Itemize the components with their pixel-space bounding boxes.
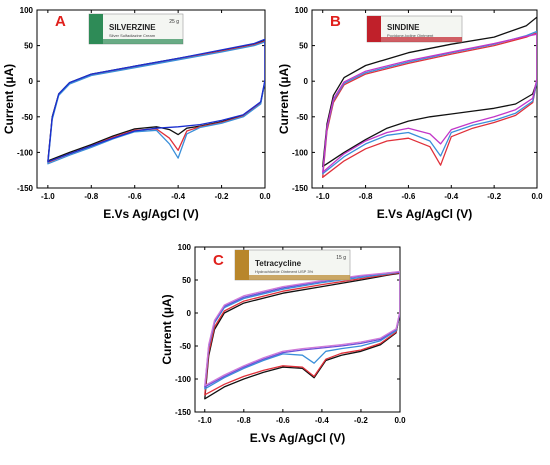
x-tick-label: -0.4 (444, 192, 458, 201)
x-axis-title: E.Vs Ag/AgCl (V) (103, 207, 199, 221)
x-axis-title: E.Vs Ag/AgCl (V) (250, 431, 346, 445)
chart-panel-b: -150 -100 -50 0 50 100 -1.0 -0.8 -0.6 -0.4 -0.2 0.0… (277, 6, 543, 221)
x-tick-label: -1.0 (198, 416, 212, 425)
product-name: SINDINE (387, 23, 420, 32)
x-tick-label: -0.2 (215, 192, 229, 201)
cv-curve-3 (204, 271, 400, 390)
y-tick-label: -50 (21, 113, 33, 122)
chart-panel-a: -150 -100 -50 0 50 100 -1.0 -0.8 -0.6 -0.4 -0.2 0.0… (2, 6, 271, 221)
x-axis-title: E.Vs Ag/AgCl (V) (377, 207, 473, 221)
cv-curve-3 (47, 41, 265, 165)
y-tick-label: 0 (29, 77, 34, 86)
y-tick-label: 0 (187, 309, 192, 318)
x-tick-label: -0.6 (402, 192, 416, 201)
cv-curve-2 (204, 272, 400, 396)
cv-curve-4 (47, 38, 265, 163)
product-name: Tetracycline (255, 259, 302, 268)
y-tick-label: -150 (292, 184, 309, 193)
x-tick-label: -0.4 (171, 192, 185, 201)
cv-curve-2 (47, 40, 265, 164)
y-tick-label: -50 (296, 113, 308, 122)
x-tick-label: -0.4 (315, 416, 329, 425)
cv-curve-3 (322, 30, 537, 175)
y-tick-label: -100 (17, 148, 34, 157)
y-tick-label: -50 (179, 342, 191, 351)
y-tick-label: 50 (24, 42, 33, 51)
series-group (322, 16, 537, 178)
plot-frame (36, 9, 266, 189)
y-tick-label: 100 (20, 6, 34, 15)
y-axis-title: Current (µA) (277, 64, 291, 134)
product-badge: 15 g (336, 255, 346, 261)
y-tick-label: -150 (17, 184, 34, 193)
cv-curve-2 (322, 32, 537, 178)
y-axis-title: Current (µA) (160, 294, 174, 364)
product-name: SILVERZINE (109, 23, 156, 32)
cv-curve-5 (204, 270, 400, 387)
x-tick-label: -0.8 (359, 192, 373, 201)
series-group (204, 270, 400, 400)
x-tick-label: 0.0 (531, 192, 543, 201)
plot-frame (311, 9, 538, 189)
y-tick-label: 0 (304, 77, 309, 86)
panel-letter: C (213, 252, 224, 269)
x-tick-label: 0.0 (259, 192, 271, 201)
x-tick-label: -0.6 (128, 192, 142, 201)
chart-panel-c: -150 -100 -50 0 50 100 -1.0 -0.8 -0.6 -0.4 -0.2 0.0… (160, 243, 406, 445)
x-tick-label: -0.6 (276, 416, 290, 425)
x-tick-label: -0.8 (237, 416, 251, 425)
y-tick-label: 50 (299, 42, 308, 51)
x-tick-label: -0.8 (84, 192, 98, 201)
y-tick-label: 100 (178, 243, 192, 252)
cv-curve-1 (47, 39, 265, 162)
y-tick-label: -100 (175, 375, 192, 384)
x-tick-label: -0.2 (487, 192, 501, 201)
product-subtitle: Hydrochloride Ointment USP 3% (255, 269, 314, 274)
x-tick-label: 0.0 (394, 416, 406, 425)
cv-curve-4 (322, 33, 537, 173)
y-tick-label: -100 (292, 148, 309, 157)
x-tick-label: -1.0 (41, 192, 55, 201)
product-badge: 25 g (169, 19, 179, 25)
panel-letter: B (330, 13, 341, 30)
product-subtitle: Silver Sulfadiazine Cream (109, 33, 156, 38)
product-subtitle: Povidone-Iodine Ointment (387, 33, 434, 38)
y-tick-label: 100 (295, 6, 309, 15)
y-axis-title: Current (µA) (2, 64, 16, 134)
plot-frame (194, 246, 401, 413)
panel-letter: A (55, 13, 66, 30)
y-tick-label: 50 (182, 276, 191, 285)
x-tick-label: -1.0 (316, 192, 330, 201)
x-tick-label: -0.2 (354, 416, 368, 425)
y-tick-label: -150 (175, 408, 192, 417)
series-group (47, 38, 265, 165)
